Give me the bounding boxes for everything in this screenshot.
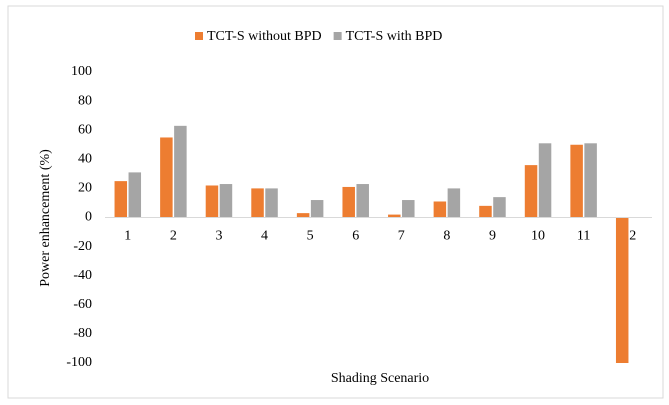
- x-tick-label: 4: [261, 229, 268, 244]
- x-tick-label: 1: [124, 229, 131, 244]
- y-tick-label: 20: [78, 181, 92, 196]
- bar: [205, 185, 219, 218]
- bar: [174, 125, 187, 218]
- bar: [570, 144, 583, 218]
- y-tick-label: -20: [73, 239, 92, 254]
- y-tick-label: -40: [73, 268, 92, 283]
- y-tick-label: -60: [73, 297, 92, 312]
- y-tick-label: 60: [78, 122, 92, 137]
- legend-swatch: [195, 32, 203, 40]
- y-tick-label: -100: [66, 355, 92, 370]
- y-tick-label: 40: [78, 152, 92, 167]
- bar: [615, 217, 629, 363]
- x-tick-label: 11: [577, 229, 590, 244]
- bar: [296, 213, 310, 218]
- legend-swatch: [333, 32, 342, 40]
- legend-label: TCT-S without BPD: [207, 29, 322, 44]
- x-tick-label: 6: [352, 229, 359, 244]
- bar: [447, 188, 461, 218]
- bar: [219, 184, 233, 218]
- bar: [402, 200, 415, 218]
- bar: [128, 172, 142, 218]
- y-axis-label: Power enhancement (%): [38, 149, 53, 287]
- y-tick-label: 80: [78, 93, 92, 108]
- bar: [265, 188, 278, 218]
- x-tick-label: 5: [307, 229, 314, 244]
- x-tick-label: 9: [489, 229, 496, 244]
- bar: [310, 200, 324, 218]
- bar: [342, 186, 355, 218]
- chart-border: [7, 5, 664, 399]
- x-tick-label: 7: [398, 229, 405, 244]
- y-tick-label: 0: [85, 210, 92, 225]
- bar: [433, 201, 447, 218]
- x-tick-label: 3: [215, 229, 222, 244]
- bar: [524, 165, 538, 218]
- x-tick-label: 2: [170, 229, 177, 244]
- legend-label: TCT-S with BPD: [346, 29, 443, 44]
- bar: [479, 205, 492, 218]
- bar: [356, 184, 369, 218]
- bar: [584, 143, 597, 218]
- bar: [538, 143, 552, 218]
- x-tick-label: 8: [443, 229, 450, 244]
- bar: [493, 197, 506, 218]
- bar: [388, 214, 401, 218]
- y-tick-label: 100: [71, 64, 92, 79]
- bar: [160, 137, 173, 218]
- bar: [114, 181, 128, 218]
- x-axis-label: Shading Scenario: [331, 371, 429, 386]
- x-tick-label: 10: [531, 229, 545, 244]
- bar: [251, 188, 264, 218]
- y-tick-label: -80: [73, 326, 92, 341]
